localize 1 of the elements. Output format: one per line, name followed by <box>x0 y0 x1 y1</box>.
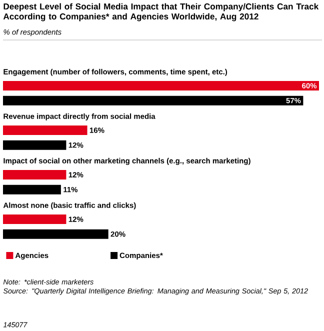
chart-title: Deepest Level of Social Media Impact that Their Company/Clients Can Track According to Companies* and Agencies Worldwide, Aug 2012 <box>3 3 319 22</box>
